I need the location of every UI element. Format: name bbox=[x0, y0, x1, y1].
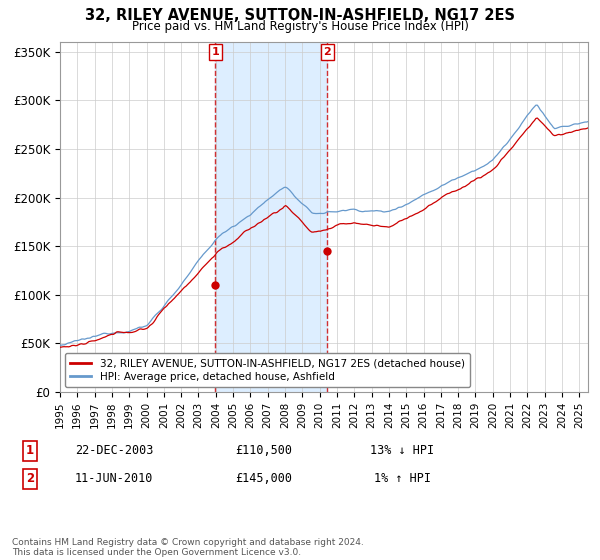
Text: Price paid vs. HM Land Registry's House Price Index (HPI): Price paid vs. HM Land Registry's House … bbox=[131, 20, 469, 32]
Text: 2: 2 bbox=[323, 47, 331, 57]
Text: 13% ↓ HPI: 13% ↓ HPI bbox=[370, 444, 434, 458]
Text: Contains HM Land Registry data © Crown copyright and database right 2024.
This d: Contains HM Land Registry data © Crown c… bbox=[12, 538, 364, 557]
Text: £110,500: £110,500 bbox=[235, 444, 293, 458]
Text: 1: 1 bbox=[26, 444, 34, 458]
Text: 11-JUN-2010: 11-JUN-2010 bbox=[75, 472, 153, 486]
Text: 2: 2 bbox=[26, 472, 34, 486]
Text: 1: 1 bbox=[211, 47, 219, 57]
Legend: 32, RILEY AVENUE, SUTTON-IN-ASHFIELD, NG17 2ES (detached house), HPI: Average pr: 32, RILEY AVENUE, SUTTON-IN-ASHFIELD, NG… bbox=[65, 353, 470, 387]
Text: 32, RILEY AVENUE, SUTTON-IN-ASHFIELD, NG17 2ES: 32, RILEY AVENUE, SUTTON-IN-ASHFIELD, NG… bbox=[85, 8, 515, 24]
Text: 22-DEC-2003: 22-DEC-2003 bbox=[75, 444, 153, 458]
Bar bbox=[215, 42, 327, 392]
Text: 1% ↑ HPI: 1% ↑ HPI bbox=[373, 472, 431, 486]
Text: £145,000: £145,000 bbox=[235, 472, 293, 486]
